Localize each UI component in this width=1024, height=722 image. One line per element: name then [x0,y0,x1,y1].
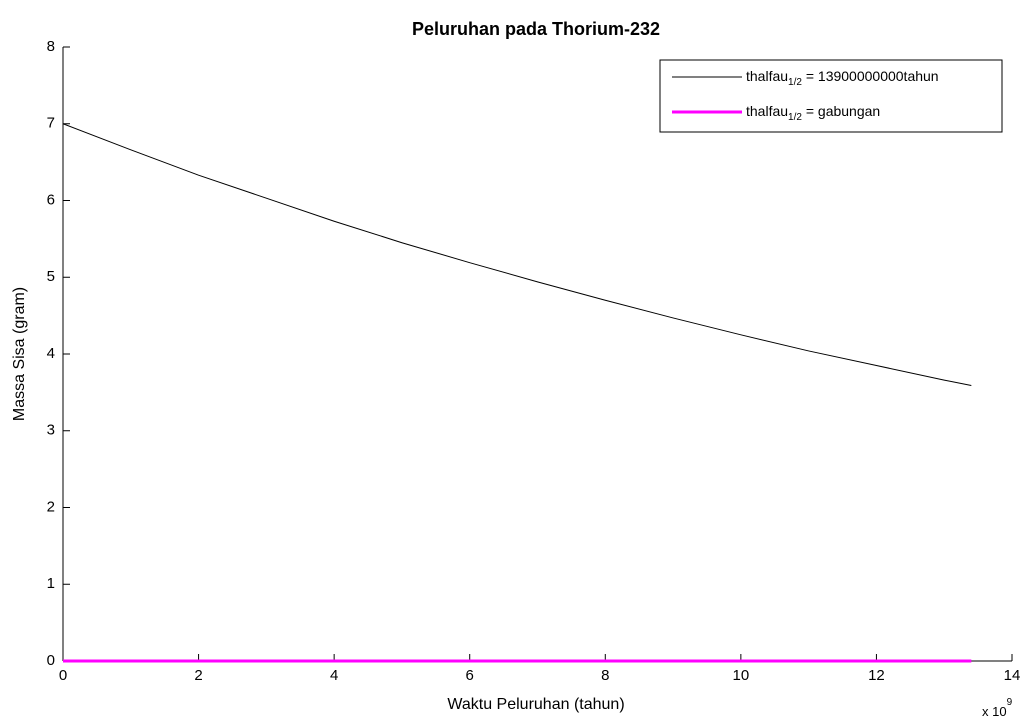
x-multiplier: x 109 [982,697,1013,720]
legend-label: thalfau1/2 = gabungan [746,103,880,123]
y-tick-label: 6 [47,191,55,208]
chart-title: Peluruhan pada Thorium-232 [412,19,660,39]
y-tick-label: 3 [47,422,55,439]
x-tick-label: 4 [330,667,338,684]
y-tick-label: 7 [47,115,55,132]
legend-label: thalfau1/2 = 13900000000tahun [746,68,939,88]
y-tick-label: 0 [47,652,55,669]
x-multiplier-base: x 10 [982,704,1007,719]
legend-rest: = 13900000000tahun [802,68,939,84]
x-tick-label: 10 [733,667,750,684]
y-tick-label: 5 [47,268,55,285]
x-tick-label: 6 [466,667,474,684]
legend-box [659,59,1003,133]
y-axis-label: Massa Sisa (gram) [11,287,28,421]
legend-rest: = gabungan [802,103,880,119]
x-tick-label: 2 [194,667,202,684]
x-axis-label: Waktu Peluruhan (tahun) [447,696,624,713]
x-tick-label: 12 [868,667,885,684]
legend-name: thalfau [746,68,788,84]
y-tick-label: 8 [47,38,55,55]
x-tick-label: 0 [59,667,67,684]
y-tick-label: 4 [47,345,55,362]
legend-subscript: 1/2 [788,77,802,88]
x-multiplier-exponent: 9 [1007,697,1013,708]
x-tick-label: 14 [1004,667,1021,684]
legend-subscript: 1/2 [788,112,802,123]
y-tick-label: 1 [47,575,55,592]
x-tick-label: 8 [601,667,609,684]
y-tick-label: 2 [47,498,55,515]
legend-name: thalfau [746,103,788,119]
data-line [62,123,972,386]
